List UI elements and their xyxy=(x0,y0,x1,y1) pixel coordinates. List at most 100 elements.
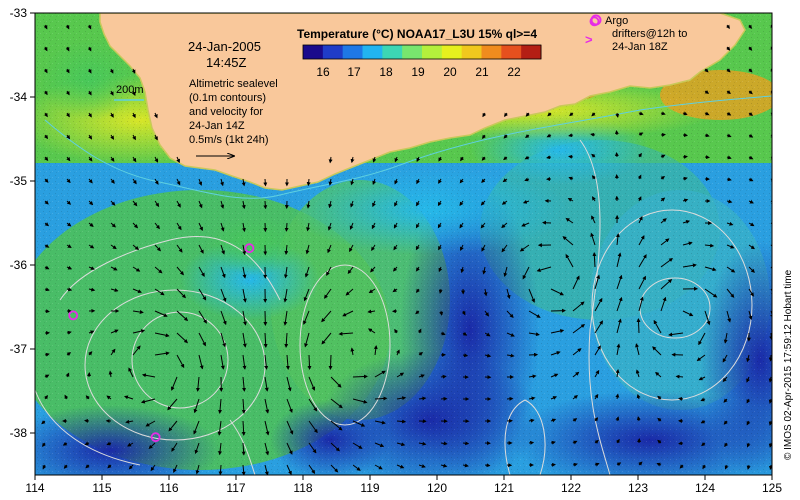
velocity-arrow xyxy=(480,200,486,206)
velocity-arrow xyxy=(502,178,508,183)
velocity-arrow xyxy=(572,418,578,423)
velocity-arrow xyxy=(726,155,732,160)
velocity-arrow xyxy=(660,132,666,137)
velocity-arrow xyxy=(44,374,50,379)
velocity-arrow xyxy=(501,222,508,229)
velocity-arrow xyxy=(308,442,317,454)
velocity-arrow xyxy=(370,266,376,273)
velocity-arrow xyxy=(615,393,620,400)
velocity-arrow xyxy=(594,369,600,378)
velocity-arrow xyxy=(220,200,225,209)
velocity-arrow xyxy=(768,420,772,426)
velocity-arrow xyxy=(704,133,710,138)
velocity-arrow xyxy=(374,370,386,378)
velocity-arrow xyxy=(746,376,750,383)
velocity-arrow xyxy=(594,462,600,467)
velocity-arrow xyxy=(459,200,464,206)
velocity-arrow xyxy=(522,266,530,280)
velocity-arrow xyxy=(109,68,114,74)
altimetry-line-4: 24-Jan 14Z xyxy=(189,120,245,132)
velocity-arrow xyxy=(128,367,134,378)
velocity-arrow xyxy=(748,222,755,227)
velocity-arrow xyxy=(682,310,694,317)
velocity-arrow xyxy=(748,90,753,95)
velocity-arrow xyxy=(176,266,184,276)
velocity-arrow xyxy=(148,442,156,450)
velocity-arrow xyxy=(44,134,49,140)
velocity-arrow xyxy=(678,441,684,446)
velocity-arrow xyxy=(572,324,586,334)
velocity-arrow xyxy=(616,343,621,356)
colorbar-swatch xyxy=(303,45,324,59)
velocity-arrow xyxy=(88,287,96,292)
velocity-arrow xyxy=(124,395,134,400)
colorbar-swatch xyxy=(441,45,463,59)
velocity-arrow xyxy=(85,464,90,469)
velocity-arrow xyxy=(220,266,226,279)
velocity-arrow xyxy=(528,396,536,401)
velocity-arrow xyxy=(286,464,292,475)
velocity-arrow xyxy=(372,200,376,208)
velocity-arrow xyxy=(352,374,368,379)
velocity-arrow xyxy=(482,112,487,118)
velocity-arrow xyxy=(572,440,578,445)
velocity-arrow xyxy=(528,418,535,423)
velocity-arrow xyxy=(64,394,69,400)
velocity-arrow xyxy=(328,156,333,164)
velocity-arrow xyxy=(173,464,178,473)
x-tick-label: 123 xyxy=(628,481,648,495)
velocity-arrow xyxy=(198,222,203,232)
velocity-arrow xyxy=(371,244,376,252)
argo-drifters xyxy=(68,16,600,443)
velocity-arrow xyxy=(110,200,116,206)
colorbar-swatch xyxy=(382,45,403,59)
isobath-200m xyxy=(44,95,772,199)
velocity-arrow xyxy=(660,278,673,290)
velocity-arrow xyxy=(66,244,72,249)
velocity-arrow xyxy=(394,178,399,185)
velocity-arrow xyxy=(416,200,420,207)
velocity-arrow xyxy=(154,288,165,296)
velocity-arrow xyxy=(770,90,772,95)
velocity-arrow xyxy=(525,112,530,117)
velocity-arrow xyxy=(167,398,178,411)
velocity-arrow xyxy=(110,348,116,356)
velocity-arrow xyxy=(218,464,223,475)
velocity-arrow xyxy=(704,288,718,298)
velocity-arrow xyxy=(396,442,406,447)
velocity-arrow xyxy=(484,353,492,358)
velocity-arrow xyxy=(636,393,641,400)
velocity-arrow xyxy=(638,215,643,224)
velocity-arrow xyxy=(636,416,641,422)
velocity-arrow xyxy=(170,376,178,391)
velocity-arrow xyxy=(308,420,318,434)
colorbar-tick-label: 21 xyxy=(475,65,489,79)
velocity-arrow xyxy=(66,287,73,292)
velocity-arrow xyxy=(349,222,354,230)
velocity-arrow xyxy=(284,222,289,232)
velocity-arrow xyxy=(345,288,354,296)
velocity-arrow xyxy=(218,398,223,414)
velocity-arrow xyxy=(660,197,666,202)
velocity-arrow xyxy=(283,288,288,303)
velocity-arrow xyxy=(747,24,752,30)
velocity-arrow xyxy=(330,398,343,409)
velocity-arrow xyxy=(722,354,728,363)
velocity-arrow xyxy=(220,288,227,303)
velocity-arrow xyxy=(418,374,425,379)
velocity-arrow xyxy=(679,464,684,469)
velocity-arrow xyxy=(264,442,270,456)
velocity-arrow xyxy=(416,156,421,163)
velocity-arrow xyxy=(220,178,224,187)
velocity-arrow xyxy=(594,393,599,400)
velocity-arrow xyxy=(726,288,735,298)
velocity-arrow xyxy=(44,352,50,357)
velocity-arrow xyxy=(440,463,448,468)
velocity-arrow xyxy=(615,233,620,246)
velocity-arrow xyxy=(524,155,530,160)
velocity-arrow xyxy=(65,372,70,378)
velocity-arrow xyxy=(638,275,646,290)
velocity-arrow xyxy=(352,398,368,404)
velocity-arrow xyxy=(110,244,117,250)
velocity-arrow xyxy=(108,370,113,378)
